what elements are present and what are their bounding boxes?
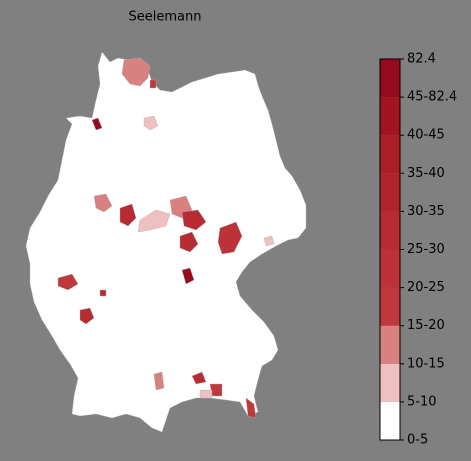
country-outline [25, 51, 307, 433]
region [149, 79, 157, 89]
colorbar-label: 20-25 [407, 280, 445, 295]
region [137, 209, 171, 233]
colorbar-label: 25-30 [407, 242, 445, 257]
region [263, 235, 275, 247]
colorbar-segment [380, 325, 400, 364]
germany-map [25, 51, 307, 433]
region [91, 117, 103, 131]
colorbar-segment [380, 59, 400, 98]
colorbar-segment [380, 249, 400, 288]
colorbar: 0-5 5-10 10-15 15-20 20-25 25-30 30-35 35-40 40-… [379, 52, 457, 448]
region [143, 115, 159, 131]
colorbar-segment [380, 363, 400, 402]
region [153, 371, 165, 391]
colorbar-label: 15-20 [407, 318, 445, 333]
colorbar-label: 5-10 [407, 394, 437, 409]
region [119, 203, 137, 227]
colorbar-segment [380, 173, 400, 212]
colorbar-segment [380, 287, 400, 326]
region [121, 57, 151, 87]
region [245, 397, 257, 419]
region [79, 307, 95, 325]
region [181, 209, 207, 231]
region [57, 273, 79, 291]
colorbar-segment [380, 97, 400, 136]
colorbar-label: 30-35 [407, 204, 445, 219]
region [181, 267, 195, 285]
region [93, 193, 113, 213]
colorbar-label: 10-15 [407, 356, 445, 371]
region [191, 371, 207, 385]
colorbar-label: 82.4 [407, 52, 436, 67]
map-title: Seelemann [129, 10, 202, 25]
colorbar-label: 35-40 [407, 166, 445, 181]
colorbar-segment [380, 135, 400, 174]
colorbar-label: 0-5 [407, 433, 428, 448]
colorbar-segment [380, 211, 400, 250]
region [179, 231, 199, 253]
colorbar-label: 40-45 [407, 128, 445, 143]
region [199, 389, 213, 399]
region [217, 221, 243, 255]
colorbar-segment [380, 401, 400, 440]
colorbar-label: 45-82.4 [407, 90, 457, 105]
region [99, 289, 107, 297]
